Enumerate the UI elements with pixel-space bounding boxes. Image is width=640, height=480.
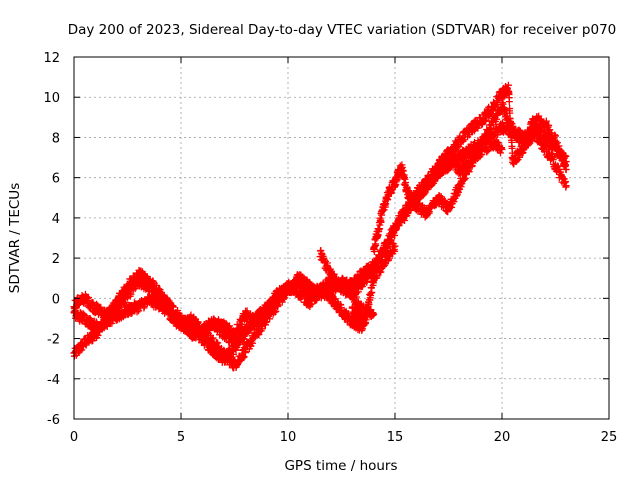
data-point xyxy=(280,291,288,299)
data-point xyxy=(135,307,143,315)
data-point xyxy=(89,299,97,307)
data-point xyxy=(460,136,468,144)
data-point xyxy=(377,218,385,226)
data-point xyxy=(562,182,570,190)
data-point xyxy=(450,198,458,206)
data-point xyxy=(330,270,338,278)
data-point xyxy=(292,283,300,291)
y-tick-label: 4 xyxy=(52,212,60,227)
data-point xyxy=(242,349,250,357)
data-point xyxy=(271,308,279,316)
x-axis-label: GPS time / hours xyxy=(284,458,397,474)
series-track-g xyxy=(434,81,570,174)
data-point xyxy=(526,130,534,138)
data-point xyxy=(179,316,187,324)
y-tick-label: 12 xyxy=(43,51,60,66)
x-tick-label: 15 xyxy=(387,430,404,445)
data-point xyxy=(439,161,447,169)
data-point xyxy=(532,127,540,135)
data-point xyxy=(307,301,315,309)
data-point xyxy=(512,125,520,133)
x-tick-label: 25 xyxy=(601,430,618,445)
data-point xyxy=(461,174,469,182)
data-point xyxy=(240,316,248,324)
data-point xyxy=(507,120,515,128)
data-point xyxy=(209,334,217,342)
data-point xyxy=(261,312,269,320)
data-point xyxy=(97,303,105,311)
data-point xyxy=(487,126,495,134)
data-point xyxy=(370,310,378,318)
data-point xyxy=(545,145,553,153)
data-point xyxy=(185,323,193,331)
data-point xyxy=(542,117,550,125)
data-point xyxy=(489,121,497,129)
data-point xyxy=(555,142,563,150)
y-tick-label: 6 xyxy=(52,172,60,187)
x-tick-label: 20 xyxy=(494,430,511,445)
data-point xyxy=(328,290,336,298)
data-point xyxy=(455,143,463,151)
x-tick-label: 0 xyxy=(70,430,78,445)
data-point xyxy=(240,353,248,361)
chart-title: Day 200 of 2023, Sidereal Day-to-day VTE… xyxy=(68,22,617,38)
plot-frame xyxy=(73,56,610,420)
data-point xyxy=(562,166,570,174)
x-tick-label: 10 xyxy=(280,430,297,445)
y-tick-label: 0 xyxy=(52,292,60,307)
data-point xyxy=(299,274,307,282)
data-point xyxy=(85,293,93,301)
y-tick-label: 8 xyxy=(52,131,60,146)
data-point xyxy=(159,299,167,307)
data-point xyxy=(76,347,84,355)
data-point xyxy=(494,99,502,107)
data-point xyxy=(263,311,271,319)
data-point xyxy=(520,146,528,154)
data-point xyxy=(185,322,193,330)
x-tick-label: 5 xyxy=(177,430,185,445)
data-point xyxy=(398,163,406,171)
data-point xyxy=(358,326,366,334)
data-point xyxy=(92,327,100,335)
ticks xyxy=(73,56,610,420)
data-point xyxy=(272,307,280,315)
data-point xyxy=(368,288,376,296)
data-point xyxy=(354,288,362,296)
data-point xyxy=(214,339,222,347)
data-point xyxy=(545,121,553,129)
y-tick-label: -4 xyxy=(47,373,60,388)
data-point xyxy=(449,149,457,157)
y-axis-label: SDTVAR / TECUs xyxy=(7,183,23,293)
data-point xyxy=(372,241,380,249)
y-tick-label: 2 xyxy=(52,252,60,267)
data-layer xyxy=(70,81,570,372)
data-point xyxy=(301,289,309,297)
tick-labels: 0 5 10 15 20 25 -6 -4 -2 0 2 4 6 8 10 12 xyxy=(43,51,617,445)
data-point xyxy=(402,179,410,187)
data-point xyxy=(504,81,512,89)
data-point xyxy=(498,146,506,154)
data-point xyxy=(391,242,399,250)
y-tick-label: -6 xyxy=(47,413,60,428)
y-tick-label: -2 xyxy=(47,333,60,348)
series-track-h xyxy=(348,240,399,329)
data-point xyxy=(140,303,148,311)
data-point xyxy=(373,273,381,281)
data-point xyxy=(137,267,145,275)
data-point xyxy=(472,154,480,162)
data-point xyxy=(266,315,274,323)
data-point xyxy=(505,98,513,106)
data-point xyxy=(237,336,245,344)
data-point xyxy=(308,281,316,289)
y-tick-label: 10 xyxy=(43,91,60,106)
